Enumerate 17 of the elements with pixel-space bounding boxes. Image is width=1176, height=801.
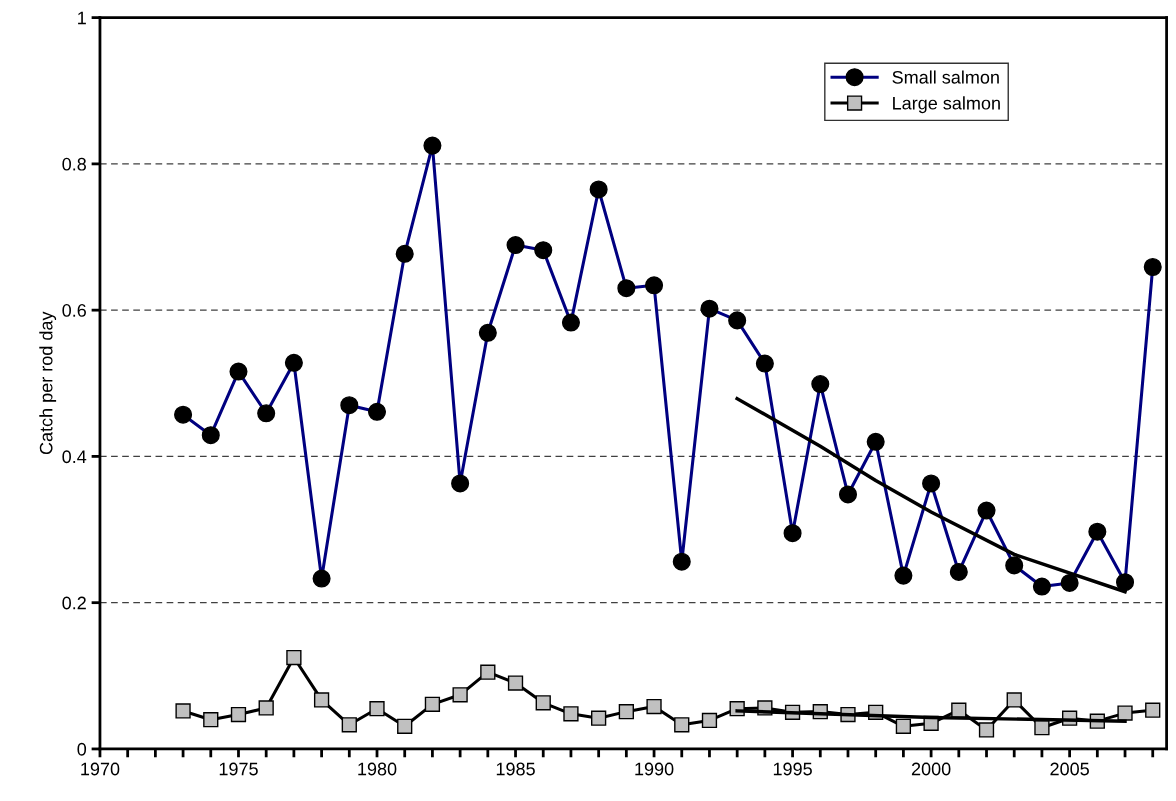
x-tick-label: 1980 [358,762,397,776]
x-tick-label: 1970 [81,762,120,776]
x-tick-label: 1975 [219,762,258,776]
y-tick-label: 0.6 [62,304,86,317]
y-tick-label: 0 [77,742,87,756]
x-tick-label: 2000 [911,762,951,776]
y-tick-label: 0.4 [62,450,87,464]
x-tick-label: 1985 [496,762,535,776]
y-tick-label: 0.2 [62,596,86,610]
legend-label: Small salmon [892,70,999,84]
x-tick-label: 1990 [635,762,674,776]
y-tick-label: 0.8 [62,157,86,171]
x-tick-label: 1995 [773,762,812,776]
legend-label: Large salmon [893,96,1000,114]
y-axis-title: Catch per rod day [39,311,57,455]
y-tick-label: 1 [78,11,86,25]
x-tick-label: 2005 [1050,762,1089,776]
